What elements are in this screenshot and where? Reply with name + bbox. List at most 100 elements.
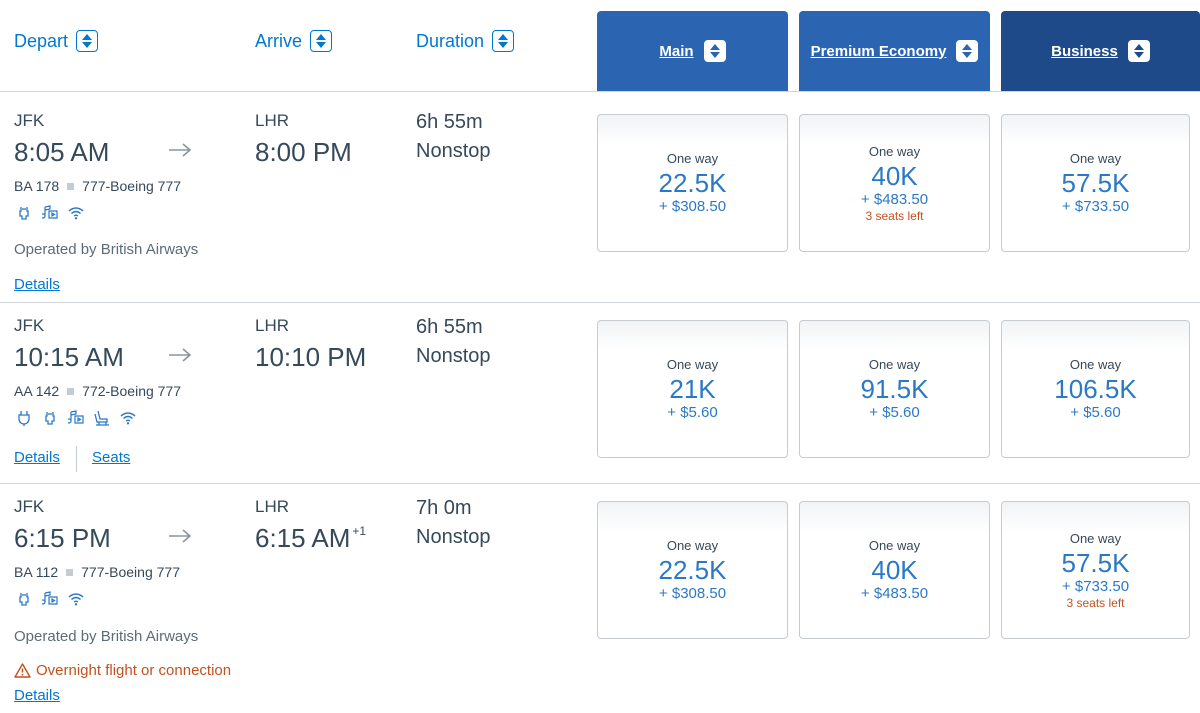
flight-info: BA 112 777-Boeing 777 [14,564,180,580]
fare-cell-business[interactable]: One way 106.5K + $5.60 [1001,320,1190,458]
separator-square [67,387,75,395]
flight-info: AA 142 772-Boeing 777 [14,383,181,399]
fare-label: One way [1069,151,1122,166]
duration: 6h 55m [416,111,483,133]
sort-duration-label: Duration [416,30,485,51]
seats-left: 3 seats left [865,208,924,223]
entertainment-icon [42,205,58,219]
details-link[interactable]: Details [14,276,60,293]
details-link[interactable]: Details [14,687,60,704]
overnight-warning: Overnight flight or connection [14,662,231,679]
power-outlet-icon [18,411,30,426]
arrive-time-value: 6:15 AM [255,523,351,553]
stops: Nonstop [416,526,491,548]
seats-link[interactable]: Seats [92,449,131,466]
separator-square [67,182,75,190]
fare-cash: + $483.50 [860,190,929,208]
day-offset: +1 [352,524,367,538]
origin-code: JFK [14,497,45,516]
warning-icon [14,663,31,678]
tab-business[interactable]: Business [1001,11,1200,91]
details-link[interactable]: Details [14,449,60,466]
arrow-right-icon [169,529,192,543]
sort-icon[interactable] [703,40,726,62]
fare-cell-business[interactable]: One way 57.5K + $733.50 3 seats left [1001,501,1190,639]
fare-miles: 40K [871,160,918,191]
fare-miles: 40K [871,555,918,585]
fare-cell-business[interactable]: One way 57.5K + $733.50 [1001,114,1190,252]
amenities [16,410,136,426]
entertainment-icon [68,410,84,424]
origin-code: JFK [14,111,45,130]
fare-miles: 21K [669,374,716,404]
amenities [16,205,84,221]
fare-label: One way [868,143,921,159]
fare-cell-main[interactable]: One way 22.5K + $308.50 [597,114,788,252]
sort-icon[interactable] [492,30,515,52]
entertainment-icon [42,591,58,605]
fare-cash: + $733.50 [1061,198,1130,215]
amenities [16,591,84,607]
fare-cash: + $5.60 [667,404,718,421]
sort-depart-label: Depart [14,30,69,51]
usb-power-icon [19,207,29,220]
sort-icon[interactable] [310,30,333,52]
tab-premium-economy[interactable]: Premium Economy [799,11,990,91]
duration: 6h 55m [416,316,483,338]
tab-main-label: Main [659,42,694,60]
sort-depart[interactable]: Depart [14,30,99,52]
fare-cash: + $308.50 [658,198,727,215]
fare-cash: + $733.50 [1061,577,1130,595]
fare-miles: 22.5K [658,168,727,198]
flight-number: AA 142 [14,383,60,399]
sort-icon[interactable] [956,40,979,62]
fare-cell-premium[interactable]: One way 91.5K + $5.60 [799,320,990,458]
duration: 7h 0m [416,497,472,519]
arrive-time: 10:10 PM [255,342,366,373]
fare-label: One way [1069,530,1122,546]
depart-time: 10:15 AM [14,342,124,372]
fare-miles: 57.5K [1061,547,1130,578]
stops: Nonstop [416,345,491,367]
link-separator [76,446,77,472]
fare-cash: + $5.60 [869,404,920,421]
tab-main-cabin[interactable]: Main [597,11,788,91]
wifi-icon [68,207,84,220]
fare-cell-premium[interactable]: One way 40K + $483.50 [799,501,990,639]
destination-code: LHR [255,316,290,335]
arrive-time-value: 8:00 PM [255,137,352,167]
sort-arrive-label: Arrive [255,30,303,51]
depart-time: 8:05 AM [14,137,110,167]
row-divider [0,483,1200,484]
sort-duration[interactable]: Duration [416,30,515,52]
aircraft-type: 777-Boeing 777 [82,178,182,194]
usb-power-icon [19,593,29,606]
tab-premium-label: Premium Economy [810,42,947,60]
arrow-right-icon [169,143,192,157]
usb-power-icon [45,412,55,425]
sort-icon[interactable] [76,30,99,52]
flight-number: BA 178 [14,178,60,194]
wifi-icon [68,593,84,606]
aircraft-type: 772-Boeing 777 [82,383,182,399]
fare-cash: + $308.50 [658,585,727,602]
aircraft-type: 777-Boeing 777 [81,564,180,580]
operated-by: Operated by British Airways [14,241,199,258]
wifi-icon [120,412,136,425]
arrive-time-value: 10:10 PM [255,342,367,372]
flight-number: BA 112 [14,564,59,580]
arrive-time: 8:00 PM [255,137,352,168]
sort-icon[interactable] [1127,40,1150,62]
seats-left: 3 seats left [1066,595,1125,610]
fare-label: One way [666,538,719,553]
arrive-time: 6:15 AM +1 [255,523,366,554]
fare-cell-main[interactable]: One way 22.5K + $308.50 [597,501,788,639]
fare-cell-premium[interactable]: One way 40K + $483.50 3 seats left [799,114,990,252]
fare-miles: 106.5K [1054,374,1137,404]
fare-label: One way [666,151,719,166]
fare-label: One way [868,357,921,372]
arrow-right-icon [169,348,192,362]
sort-arrive[interactable]: Arrive [255,30,333,52]
lie-flat-seat-icon [94,410,109,426]
fare-cell-main[interactable]: One way 21K + $5.60 [597,320,788,458]
